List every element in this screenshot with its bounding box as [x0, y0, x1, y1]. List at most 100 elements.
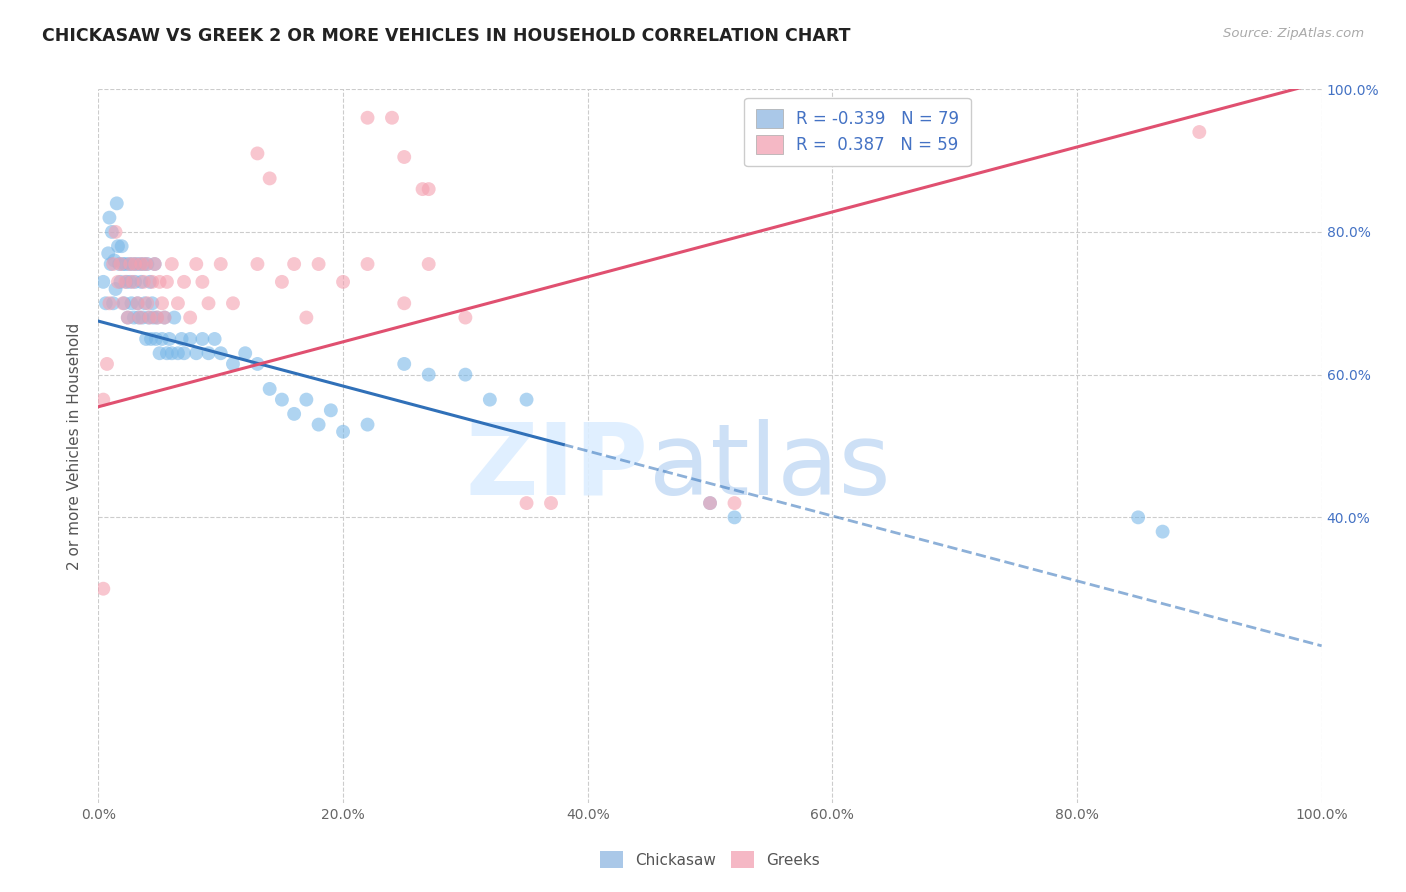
Point — [127, 296, 149, 310]
Point — [104, 282, 127, 296]
Point — [157, 332, 180, 346]
Legend: Chickasaw, Greeks: Chickasaw, Greeks — [591, 842, 830, 877]
Point — [127, 296, 149, 310]
Point — [515, 496, 537, 510]
Point — [222, 357, 245, 371]
Point — [392, 357, 416, 371]
Point — [136, 257, 159, 271]
Point — [699, 496, 721, 510]
Point — [132, 275, 155, 289]
Point — [121, 275, 143, 289]
Point — [125, 257, 148, 271]
Point — [91, 582, 114, 596]
Point — [91, 275, 114, 289]
Point — [132, 257, 155, 271]
Point — [270, 275, 294, 289]
Point — [146, 310, 169, 325]
Point — [454, 310, 477, 325]
Point — [124, 257, 146, 271]
Point — [723, 510, 745, 524]
Point — [98, 211, 121, 225]
Point — [115, 275, 138, 289]
Point — [153, 310, 176, 325]
Point — [418, 182, 440, 196]
Point — [107, 275, 129, 289]
Point — [156, 346, 179, 360]
Point — [173, 346, 195, 360]
Point — [319, 403, 342, 417]
Point — [139, 310, 162, 325]
Point — [135, 332, 157, 346]
Point — [150, 296, 173, 310]
Point — [540, 496, 562, 510]
Text: ZIP: ZIP — [465, 419, 650, 516]
Point — [246, 146, 269, 161]
Point — [332, 275, 354, 289]
Point — [418, 257, 440, 271]
Point — [97, 246, 120, 260]
Point — [186, 346, 208, 360]
Point — [121, 257, 143, 271]
Point — [107, 239, 129, 253]
Point — [454, 368, 477, 382]
Point — [1188, 125, 1211, 139]
Point — [356, 417, 378, 432]
Point — [108, 257, 131, 271]
Point — [259, 382, 281, 396]
Point — [129, 257, 152, 271]
Point — [179, 332, 201, 346]
Point — [94, 296, 117, 310]
Point — [412, 182, 434, 196]
Point — [141, 296, 163, 310]
Point — [101, 257, 124, 271]
Point — [392, 150, 416, 164]
Point — [332, 425, 354, 439]
Point — [699, 496, 721, 510]
Point — [122, 310, 145, 325]
Point — [142, 310, 165, 325]
Point — [1128, 510, 1150, 524]
Point — [283, 257, 305, 271]
Point — [295, 392, 318, 407]
Point — [118, 257, 141, 271]
Point — [98, 296, 121, 310]
Point — [112, 296, 135, 310]
Point — [124, 275, 146, 289]
Point — [167, 296, 190, 310]
Point — [191, 332, 214, 346]
Point — [170, 332, 193, 346]
Point — [96, 357, 118, 371]
Point — [259, 171, 281, 186]
Point — [222, 296, 245, 310]
Point — [246, 257, 269, 271]
Point — [100, 257, 122, 271]
Point — [149, 346, 172, 360]
Point — [103, 253, 125, 268]
Point — [308, 417, 330, 432]
Point — [150, 332, 173, 346]
Point — [128, 310, 150, 325]
Point — [163, 310, 186, 325]
Point — [295, 310, 318, 325]
Point — [308, 257, 330, 271]
Point — [139, 332, 162, 346]
Point — [111, 257, 134, 271]
Point — [143, 257, 166, 271]
Point — [136, 296, 159, 310]
Point — [381, 111, 404, 125]
Point — [146, 310, 169, 325]
Point — [233, 346, 256, 360]
Point — [478, 392, 501, 407]
Point — [270, 392, 294, 407]
Point — [114, 275, 136, 289]
Point — [197, 296, 219, 310]
Point — [111, 296, 134, 310]
Point — [723, 496, 745, 510]
Point — [117, 310, 139, 325]
Point — [209, 257, 232, 271]
Point — [149, 275, 172, 289]
Point — [101, 296, 124, 310]
Point — [120, 296, 142, 310]
Point — [131, 310, 153, 325]
Point — [167, 346, 190, 360]
